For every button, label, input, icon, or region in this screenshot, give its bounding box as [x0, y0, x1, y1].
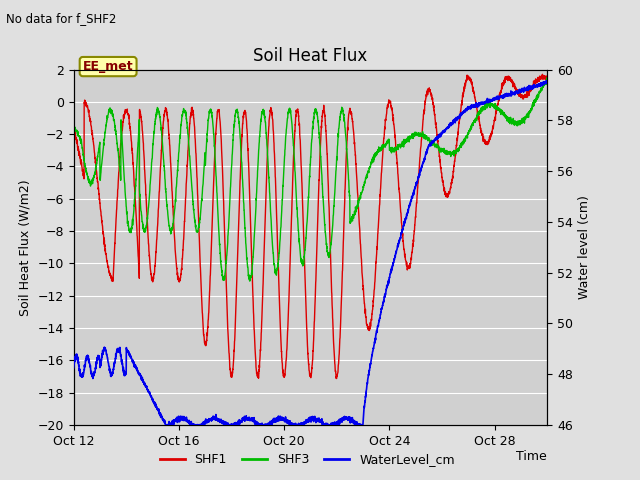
Text: Time: Time — [516, 450, 547, 463]
Y-axis label: Water level (cm): Water level (cm) — [579, 195, 591, 299]
Text: EE_met: EE_met — [83, 60, 133, 73]
Title: Soil Heat Flux: Soil Heat Flux — [253, 47, 367, 65]
Y-axis label: Soil Heat Flux (W/m2): Soil Heat Flux (W/m2) — [19, 179, 32, 315]
Text: No data for f_SHF2: No data for f_SHF2 — [6, 12, 116, 25]
Legend: SHF1, SHF3, WaterLevel_cm: SHF1, SHF3, WaterLevel_cm — [154, 448, 460, 471]
